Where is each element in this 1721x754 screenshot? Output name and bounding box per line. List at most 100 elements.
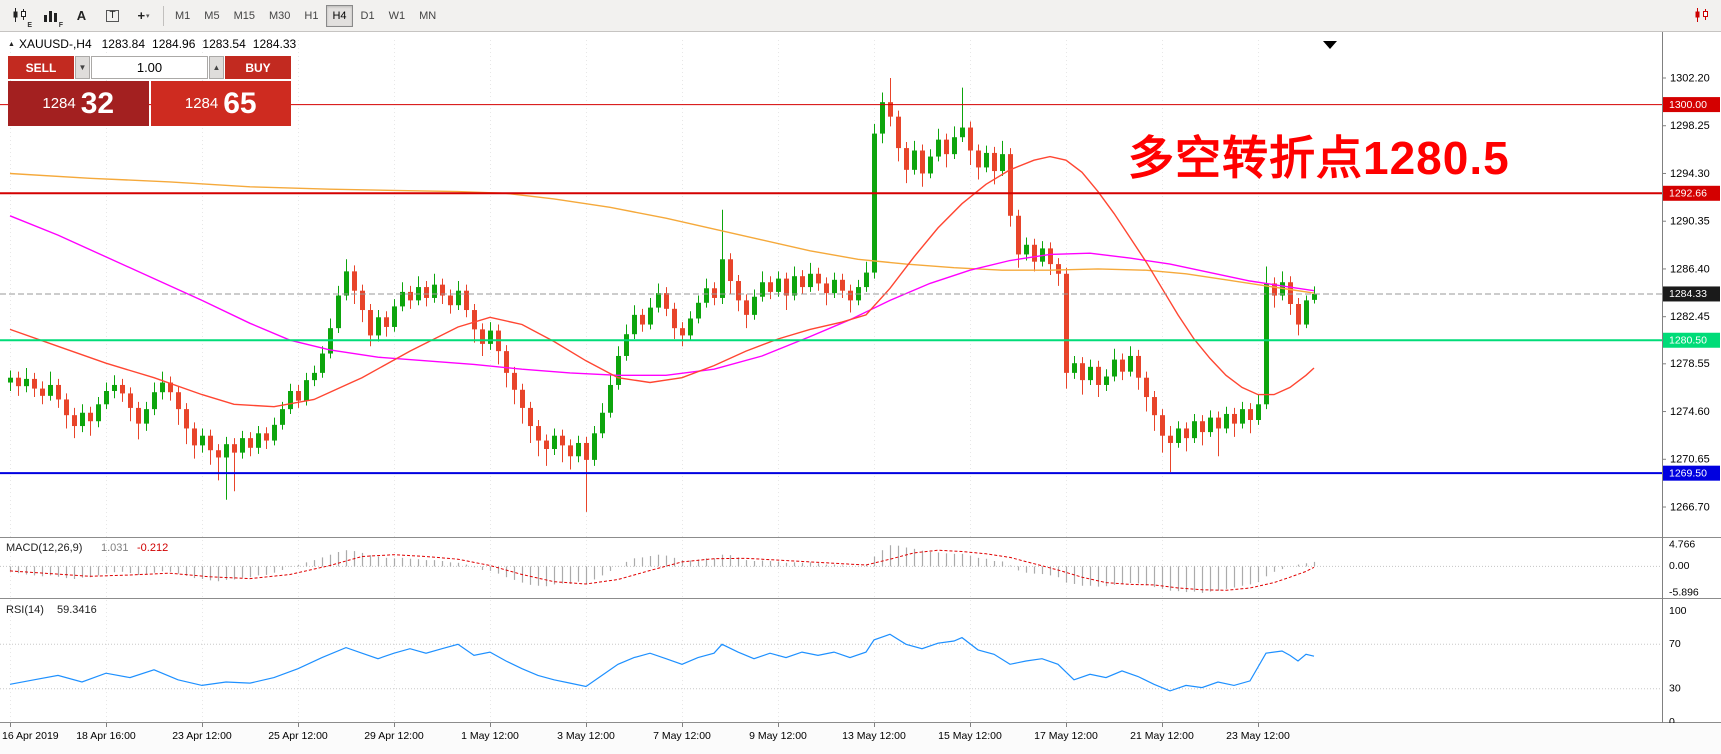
rsi-line	[9, 633, 1315, 692]
price-tick-label: 1294.30	[1670, 168, 1710, 180]
macd-axis-label: -5.896	[1669, 587, 1699, 599]
timeframe-button-m30[interactable]: M30	[268, 9, 291, 22]
price-tick-label: 1270.65	[1670, 454, 1710, 466]
ohlc-info: ▲ XAUUSD-,H4 1283.84 1284.96 1283.54 128…	[8, 37, 303, 51]
price-flag-1300.00	[1663, 97, 1720, 113]
buy-price-button[interactable]: 1284 65	[150, 81, 291, 126]
toolbar-separator	[163, 5, 164, 26]
text-tool-icon[interactable]: T	[98, 3, 127, 29]
price-flag-label: 1300.00	[1669, 99, 1707, 111]
one-click-trading-panel: SELL ▼ ▲ BUY 1284 32 1284 65	[8, 56, 291, 126]
sell-price-main: 1284	[42, 95, 76, 112]
timeframe-button-w1[interactable]: W1	[388, 9, 406, 22]
price-flag-1292.66	[1663, 185, 1720, 201]
price-tick-label: 1302.20	[1670, 72, 1710, 84]
buy-price-pips: 65	[223, 86, 257, 120]
ma-mid-magenta	[9, 215, 1315, 376]
chevron-down-icon: ▼	[78, 63, 87, 72]
rsi-axis-label: 0	[1669, 716, 1675, 728]
ohlc-close: 1284.33	[252, 37, 297, 51]
timeframe-button-h4[interactable]: H4	[326, 4, 353, 27]
symbol-name: XAUUSD-,H4	[18, 37, 92, 51]
rsi-axis-label: 70	[1669, 638, 1681, 650]
time-tick-label: 23 Apr 12:00	[172, 730, 232, 742]
price-tick-label: 1274.60	[1670, 406, 1710, 418]
time-tick-label: 15 May 12:00	[938, 730, 1002, 742]
price-tick-label: 1282.45	[1670, 311, 1710, 323]
macd-label: MACD(12,26,9)	[6, 542, 82, 554]
crosshair-tool-icon[interactable]: + ▾	[137, 8, 150, 23]
macd-main-value: 1.031	[101, 542, 129, 554]
price-axis[interactable]	[1663, 32, 1721, 754]
chart-annotation[interactable]: 多空转折点1280.5	[1128, 132, 1510, 184]
toolbar-right-group	[1687, 3, 1716, 29]
chevron-up-icon: ▲	[212, 63, 221, 72]
buy-price-main: 1284	[184, 95, 219, 112]
time-tick-label: 17 May 12:00	[1034, 730, 1098, 742]
volume-dropdown-button[interactable]: ▼	[75, 56, 90, 79]
rsi-axis-label: 100	[1669, 605, 1687, 617]
toolbar: E F A T + ▾ M1 M5 M15 M30 H1 H4 D1 W1 MN	[0, 0, 1721, 32]
volume-input[interactable]	[91, 56, 208, 79]
macd-histogram	[9, 545, 1316, 593]
timeframe-button-h1[interactable]: H1	[304, 9, 319, 22]
time-tick-label: 21 May 12:00	[1130, 730, 1194, 742]
ma-slow-orange	[9, 172, 1315, 294]
candlestick-chart-icon[interactable]: E	[5, 3, 34, 29]
time-tick-label: 9 May 12:00	[749, 730, 807, 742]
time-tick-label: 18 Apr 16:00	[76, 730, 136, 742]
macd-signal-line	[9, 549, 1315, 591]
time-tick-label: 1 May 12:00	[461, 730, 519, 742]
candles-layer	[8, 78, 1317, 512]
buy-button[interactable]: BUY	[225, 56, 291, 79]
symbol-arrow-icon: ▲	[8, 40, 15, 48]
rsi-label: RSI(14)	[6, 604, 44, 616]
annotation-letter-icon[interactable]: A	[76, 8, 87, 23]
chart-canvas[interactable]: 1302.20 1298.25 1294.30 1290.35 1286.40 1282.…	[0, 32, 1721, 754]
price-tick-label: 1286.40	[1670, 263, 1710, 275]
timeframe-button-mn[interactable]: MN	[419, 9, 437, 22]
timeframe-button-d1[interactable]: D1	[360, 9, 375, 22]
time-tick-label: 25 Apr 12:00	[268, 730, 328, 742]
time-tick-label: 7 May 12:00	[653, 730, 711, 742]
price-flag-label: 1280.50	[1669, 335, 1707, 347]
time-tick-label: 29 Apr 12:00	[364, 730, 424, 742]
volume-up-button[interactable]: ▲	[209, 56, 224, 79]
sell-price-button[interactable]: 1284 32	[8, 81, 149, 126]
price-tick-label: 1266.70	[1670, 501, 1710, 513]
price-flag-1269.50	[1663, 465, 1720, 481]
price-tick-label: 1290.35	[1670, 216, 1710, 228]
ohlc-high: 1284.96	[152, 37, 196, 51]
price-tick-label: 1298.25	[1670, 120, 1710, 132]
ohlc-open: 1283.84	[101, 37, 146, 51]
timeframe-button-m15[interactable]: M15	[233, 9, 255, 22]
new-chart-icon[interactable]	[1687, 3, 1716, 29]
time-axis[interactable]	[0, 723, 1721, 754]
rsi-axis-label: 30	[1669, 682, 1681, 694]
gridlines	[10, 40, 1259, 722]
bar-chart-icon[interactable]: F	[36, 3, 65, 29]
rsi-value: 59.3416	[57, 604, 97, 616]
price-tick-label: 1278.55	[1670, 358, 1710, 370]
ohlc-low: 1283.54	[202, 37, 246, 51]
price-flag-1284.33	[1663, 286, 1720, 302]
sell-button[interactable]: SELL	[8, 56, 74, 79]
price-flag-1280.50	[1663, 332, 1720, 348]
price-flag-label: 1284.33	[1669, 288, 1707, 300]
ma-fast-red	[9, 155, 1315, 408]
macd-axis-label: 0.00	[1669, 560, 1690, 572]
macd-axis-label: 4.766	[1669, 539, 1695, 551]
chart-area[interactable]: 1302.20 1298.25 1294.30 1290.35 1286.40 1282.…	[0, 32, 1721, 754]
toolbar-icon-group: E F A T + ▾	[5, 3, 158, 29]
timeframe-button-m5[interactable]: M5	[204, 9, 220, 22]
chart-shift-marker-icon[interactable]	[1323, 41, 1337, 49]
macd-signal-value: -0.212	[137, 542, 168, 554]
sell-price-pips: 32	[80, 86, 115, 120]
time-tick-label: 23 May 12:00	[1226, 730, 1290, 742]
timeframe-button-group: M1 M5 M15 M30 H1 H4 D1 W1 MN	[169, 4, 442, 27]
time-tick-label: 3 May 12:00	[557, 730, 615, 742]
price-flag-label: 1292.66	[1669, 188, 1707, 200]
timeframe-button-m1[interactable]: M1	[175, 9, 191, 22]
time-tick-label: 13 May 12:00	[842, 730, 906, 742]
